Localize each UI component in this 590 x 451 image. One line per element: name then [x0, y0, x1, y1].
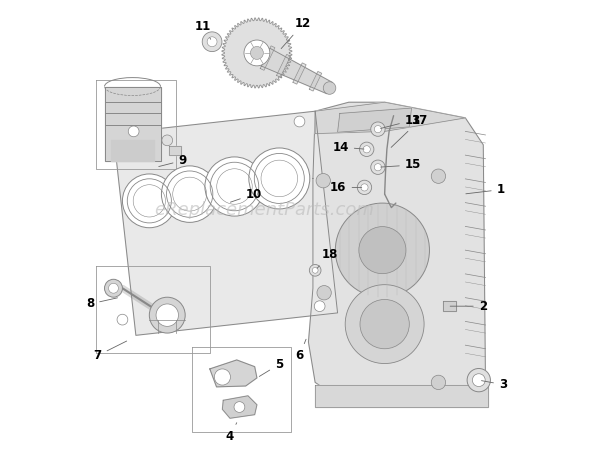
Circle shape [156, 304, 178, 327]
Circle shape [149, 297, 185, 333]
Text: 17: 17 [391, 114, 428, 147]
Circle shape [205, 157, 264, 216]
Circle shape [374, 164, 382, 171]
Polygon shape [169, 146, 181, 155]
Polygon shape [293, 63, 306, 84]
Circle shape [467, 368, 490, 392]
Circle shape [314, 301, 325, 312]
Text: eReplacementParts.com: eReplacementParts.com [153, 201, 373, 219]
Circle shape [363, 146, 371, 153]
Polygon shape [309, 71, 322, 91]
Circle shape [104, 279, 123, 297]
Circle shape [374, 125, 382, 133]
Text: 5: 5 [259, 358, 283, 377]
Circle shape [162, 135, 173, 146]
Polygon shape [113, 111, 337, 335]
Polygon shape [210, 360, 257, 387]
Circle shape [294, 116, 305, 127]
Polygon shape [112, 140, 154, 161]
Circle shape [316, 174, 330, 188]
Circle shape [162, 166, 218, 222]
Circle shape [249, 148, 310, 209]
Circle shape [123, 174, 176, 228]
Circle shape [335, 203, 430, 297]
Circle shape [431, 169, 445, 184]
Text: 13: 13 [381, 114, 421, 129]
Text: 2: 2 [450, 299, 487, 313]
Circle shape [214, 369, 231, 385]
Circle shape [317, 285, 332, 300]
Circle shape [361, 184, 368, 191]
Text: 14: 14 [332, 141, 364, 153]
Polygon shape [309, 102, 486, 407]
Circle shape [473, 374, 485, 387]
Circle shape [117, 314, 128, 325]
Circle shape [202, 32, 222, 51]
Text: 3: 3 [481, 378, 507, 391]
Text: 15: 15 [381, 158, 421, 171]
Text: 11: 11 [195, 19, 211, 39]
Polygon shape [260, 46, 275, 70]
Circle shape [360, 299, 409, 349]
Text: 1: 1 [466, 183, 505, 196]
Circle shape [371, 122, 385, 136]
Text: 7: 7 [94, 341, 127, 362]
Circle shape [431, 375, 445, 390]
Polygon shape [222, 18, 292, 88]
Circle shape [250, 46, 263, 60]
Text: 12: 12 [281, 17, 312, 49]
Polygon shape [104, 87, 160, 161]
Circle shape [359, 142, 374, 156]
Circle shape [345, 285, 424, 364]
Polygon shape [277, 55, 290, 77]
Circle shape [312, 267, 318, 273]
Polygon shape [443, 301, 456, 311]
Polygon shape [315, 385, 488, 407]
Circle shape [244, 40, 270, 66]
Text: 8: 8 [86, 298, 117, 310]
Polygon shape [337, 108, 412, 132]
Circle shape [128, 126, 139, 137]
Text: 6: 6 [296, 339, 306, 362]
Circle shape [109, 283, 119, 293]
Circle shape [207, 37, 217, 46]
Circle shape [323, 82, 336, 94]
Text: 9: 9 [159, 154, 186, 167]
Circle shape [358, 180, 372, 194]
Circle shape [309, 264, 321, 276]
Polygon shape [222, 396, 257, 418]
Polygon shape [261, 48, 332, 94]
Circle shape [371, 160, 385, 175]
Text: 16: 16 [330, 181, 362, 194]
Polygon shape [315, 102, 466, 133]
Text: 10: 10 [230, 188, 262, 202]
Text: 4: 4 [226, 423, 237, 443]
Circle shape [359, 226, 406, 274]
Text: 18: 18 [317, 248, 338, 268]
Circle shape [234, 402, 245, 412]
